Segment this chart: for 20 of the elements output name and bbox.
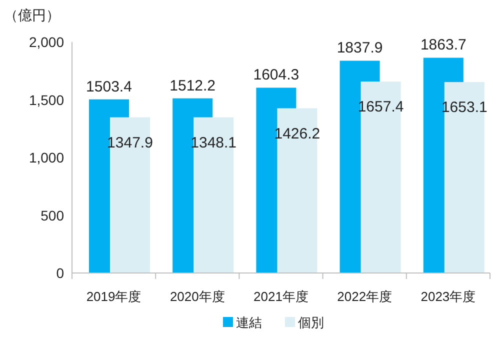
y-tick-label: 0: [56, 265, 64, 281]
x-tick-label: 2023年度: [420, 289, 476, 304]
x-tick-label: 2020年度: [170, 289, 225, 304]
y-tick-label: 1,500: [28, 92, 64, 108]
legend-label: 個別: [298, 315, 324, 330]
y-tick-label: 2,000: [28, 34, 64, 50]
data-label: 1837.9: [336, 40, 383, 57]
data-label: 1604.3: [253, 66, 300, 84]
x-tick-label: 2021年度: [254, 289, 308, 304]
data-label: 1503.4: [86, 78, 132, 96]
bar: [277, 108, 318, 273]
y-tick-label: 500: [40, 207, 64, 224]
y-tick-label: 1,000: [28, 150, 64, 166]
x-tick-label: 2022年度: [337, 289, 392, 304]
x-tick-label: 2019年度: [86, 289, 142, 304]
legend-label: 連結: [236, 315, 262, 330]
data-label: 1512.2: [170, 77, 216, 94]
data-label: 1863.7: [420, 36, 466, 54]
y-axis-title: （億円）: [4, 7, 60, 23]
bar: [194, 117, 234, 273]
